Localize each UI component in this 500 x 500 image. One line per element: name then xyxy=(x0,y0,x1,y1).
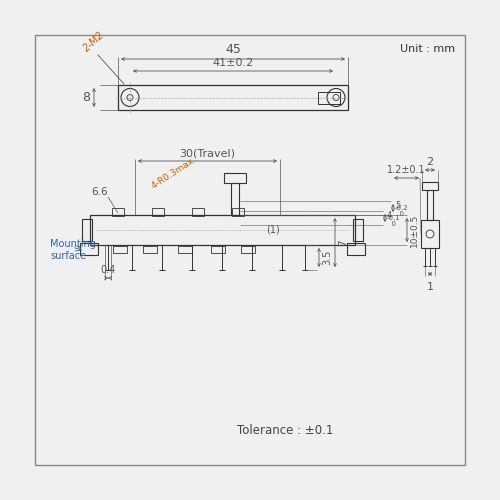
Bar xyxy=(347,243,365,255)
Bar xyxy=(353,219,363,241)
Text: 41±0.2: 41±0.2 xyxy=(212,58,254,68)
Text: 3.5: 3.5 xyxy=(322,250,332,265)
Text: 4: 4 xyxy=(387,212,392,220)
Bar xyxy=(211,246,225,253)
Text: 30(Travel): 30(Travel) xyxy=(180,148,236,158)
Bar xyxy=(143,246,157,253)
Bar xyxy=(241,246,255,253)
Bar xyxy=(231,183,239,215)
Bar xyxy=(224,173,246,183)
Bar xyxy=(427,190,433,220)
Text: 10±0.5: 10±0.5 xyxy=(410,214,419,246)
Bar xyxy=(35,35,465,465)
Bar xyxy=(90,215,355,245)
Bar xyxy=(422,182,438,190)
Bar xyxy=(421,220,439,248)
Text: 6.6: 6.6 xyxy=(92,187,108,197)
Bar xyxy=(318,92,340,104)
Bar xyxy=(232,208,244,216)
Bar xyxy=(192,208,204,216)
Bar xyxy=(118,85,348,110)
Bar xyxy=(113,246,127,253)
Text: 1: 1 xyxy=(426,282,434,292)
Text: 8: 8 xyxy=(82,91,90,104)
Text: -0.1
  0: -0.1 0 xyxy=(387,214,401,228)
Text: Unit : mm: Unit : mm xyxy=(400,44,455,54)
Text: 2: 2 xyxy=(426,157,434,167)
Bar xyxy=(112,208,124,216)
Bar xyxy=(178,246,192,253)
Text: 2-M2: 2-M2 xyxy=(82,30,106,53)
Text: Tolerance : ±0.1: Tolerance : ±0.1 xyxy=(237,424,333,436)
Bar xyxy=(80,243,98,255)
Text: 45: 45 xyxy=(225,43,241,56)
Text: 0.4: 0.4 xyxy=(100,265,116,275)
Bar xyxy=(152,208,164,216)
Text: Mounting
surface: Mounting surface xyxy=(50,239,96,261)
Text: 5: 5 xyxy=(395,200,400,209)
Text: 4-R0.3max.: 4-R0.3max. xyxy=(150,155,198,191)
Text: 1.2±0.1: 1.2±0.1 xyxy=(387,165,426,175)
Text: (1): (1) xyxy=(266,225,280,235)
Text: -0.2
  0: -0.2 0 xyxy=(395,204,408,218)
Text: 7: 7 xyxy=(338,239,348,246)
Bar xyxy=(82,219,92,241)
